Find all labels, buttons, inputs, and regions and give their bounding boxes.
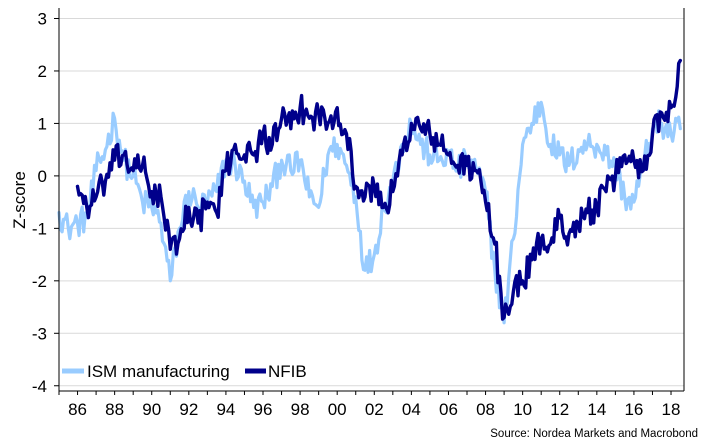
y-axis-title: Z-score bbox=[10, 171, 29, 229]
x-tick-label: 90 bbox=[142, 400, 161, 419]
x-tick-label: 96 bbox=[254, 400, 273, 419]
x-tick-label: 02 bbox=[365, 400, 384, 419]
x-axis-ticks: 86 88 90 92 94 96 98 00 02 04 06 08 10 12 14 16 18 bbox=[58, 391, 681, 419]
y-axis-ticks: -4 -3 -2 -1 0 1 2 3 bbox=[32, 9, 59, 396]
y-tick-label: 2 bbox=[38, 62, 47, 81]
y-tick-label: -4 bbox=[32, 377, 47, 396]
x-tick-label: 12 bbox=[550, 400, 569, 419]
x-tick-label: 04 bbox=[402, 400, 421, 419]
y-tick-label: -1 bbox=[32, 219, 47, 238]
gridlines bbox=[59, 17, 684, 387]
x-tick-label: 92 bbox=[179, 400, 198, 419]
x-tick-label: 94 bbox=[216, 400, 235, 419]
y-tick-label: 1 bbox=[38, 114, 47, 133]
x-tick-label: 10 bbox=[513, 400, 532, 419]
source-note: Source: Nordea Markets and Macrobond bbox=[490, 428, 698, 440]
legend-label-ism: ISM manufacturing bbox=[87, 362, 230, 381]
x-tick-label: 98 bbox=[291, 400, 310, 419]
x-tick-label: 08 bbox=[476, 400, 495, 419]
y-tick-label: -3 bbox=[32, 324, 47, 343]
x-tick-label: 16 bbox=[624, 400, 643, 419]
legend-label-nfib: NFIB bbox=[268, 362, 307, 381]
y-tick-label: -2 bbox=[32, 272, 47, 291]
x-tick-label: 06 bbox=[439, 400, 458, 419]
series-line-ism-manufacturing bbox=[57, 100, 682, 325]
x-tick-label: 00 bbox=[328, 400, 347, 419]
y-tick-label: 0 bbox=[38, 167, 47, 186]
series-layer bbox=[57, 58, 682, 325]
series-line-nfib bbox=[75, 58, 682, 321]
y-tick-label: 3 bbox=[38, 9, 47, 28]
x-tick-label: 18 bbox=[662, 400, 681, 419]
x-tick-label: 86 bbox=[68, 400, 87, 419]
legend: ISM manufacturing NFIB bbox=[62, 362, 307, 381]
axes bbox=[58, 8, 685, 392]
x-tick-label: 88 bbox=[105, 400, 124, 419]
x-tick-label: 14 bbox=[587, 400, 606, 419]
